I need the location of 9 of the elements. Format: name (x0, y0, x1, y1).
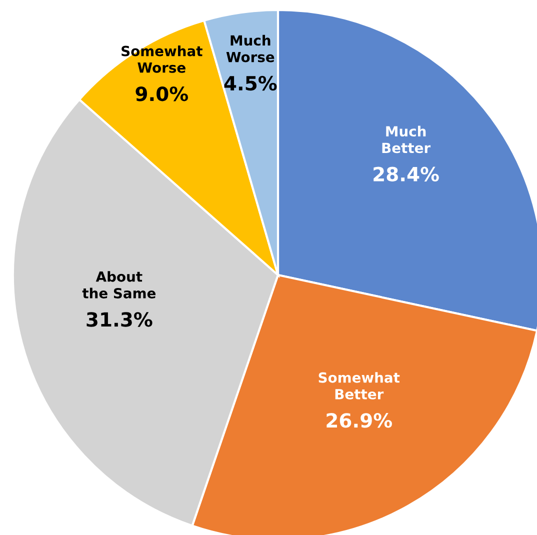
data-label: 9.0% (136, 86, 188, 102)
slice-label: Much Better (382, 126, 431, 154)
data-label: 26.9% (326, 413, 392, 428)
slice-label: About the Same (82, 271, 156, 298)
data-label: 4.5% (224, 76, 277, 91)
slice-label: Somewhat Better (318, 372, 400, 400)
data-label: 31.3% (86, 312, 152, 327)
slice-label: Much Worse (226, 34, 274, 62)
data-label: 28.4% (374, 166, 439, 182)
